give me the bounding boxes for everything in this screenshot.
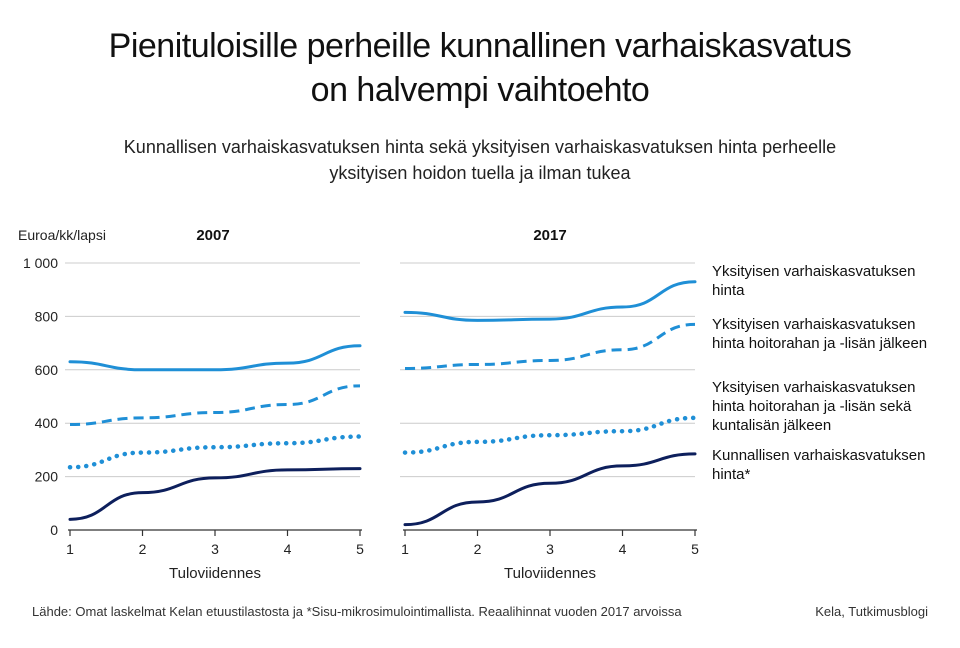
legend-label-line: hinta* — [712, 466, 751, 483]
y-tick-label: 1 000 — [23, 255, 58, 271]
x-tick-label: 3 — [211, 541, 219, 557]
series-line-1 — [68, 344, 362, 372]
series-line-3 — [67, 434, 363, 470]
chart-subtitle: Kunnallisen varhaiskasvatuksen hinta sek… — [0, 134, 960, 186]
x-tick-label: 1 — [66, 541, 74, 557]
chart-title: Pienituloisille perheille kunnallinen va… — [0, 24, 960, 112]
legend-entry-private-after-municipal-supplement: Yksityisen varhaiskasvatuksen hinta hoit… — [712, 378, 915, 435]
y-tick-label: 400 — [35, 415, 59, 431]
x-tick-label: 4 — [284, 541, 292, 557]
x-tick-label: 2 — [139, 541, 147, 557]
subtitle-line-1: Kunnallisen varhaiskasvatuksen hinta sek… — [123, 137, 837, 157]
y-tick-label: 200 — [35, 469, 59, 485]
legend-label-line: Yksityisen varhaiskasvatuksen — [712, 379, 916, 396]
series-line-1 — [403, 280, 697, 322]
legend-label-line: Yksityisen varhaiskasvatuksen — [712, 263, 916, 280]
legend-entry-municipal-price: Kunnallisen varhaiskasvatuksen hinta* — [712, 446, 925, 484]
series-line-4 — [68, 467, 362, 521]
subtitle-line-2: yksityisen hoidon tuella ja ilman tukea — [329, 163, 631, 183]
x-tick-label: 1 — [401, 541, 409, 557]
source-note: Lähde: Omat laskelmat Kelan etuustilasto… — [32, 604, 682, 619]
series-line-3 — [402, 415, 698, 455]
title-line-2: on halvempi vaihtoehto — [310, 71, 650, 109]
legend-label-line: Kunnallisen varhaiskasvatuksen — [712, 447, 926, 464]
legend-label-line: Yksityisen varhaiskasvatuksen — [712, 316, 916, 333]
x-axis-label: Tuloviidennes — [504, 565, 596, 582]
x-tick-label: 3 — [546, 541, 554, 557]
panel-title: 2017 — [533, 227, 566, 244]
panel-title: 2007 — [196, 227, 229, 244]
legend-label-line: hinta hoitorahan ja -lisän sekä — [712, 398, 912, 415]
legend-label-line: hinta — [712, 282, 745, 299]
x-tick-label: 2 — [474, 541, 482, 557]
legend-label-line: hinta hoitorahan ja -lisän jälkeen — [712, 335, 928, 352]
x-axis-label: Tuloviidennes — [169, 565, 261, 582]
title-line-1: Pienituloisille perheille kunnallinen va… — [108, 27, 852, 65]
x-tick-label: 5 — [691, 541, 699, 557]
y-tick-label: 600 — [35, 362, 59, 378]
credit-note: Kela, Tutkimusblogi — [815, 604, 928, 619]
y-tick-label: 0 — [50, 522, 58, 538]
legend-entry-private-after-allowance: Yksityisen varhaiskasvatuksen hinta hoit… — [712, 315, 927, 353]
y-axis-label: Euroa/kk/lapsi — [18, 227, 106, 243]
series-line-4 — [403, 452, 697, 527]
series-line-2 — [404, 322, 696, 370]
x-tick-label: 5 — [356, 541, 364, 557]
x-tick-label: 4 — [619, 541, 627, 557]
series-line-2 — [69, 384, 361, 427]
y-tick-label: 800 — [35, 308, 59, 324]
legend-entry-private-price: Yksityisen varhaiskasvatuksen hinta — [712, 262, 915, 300]
legend-label-line: kuntalisän jälkeen — [712, 417, 832, 434]
